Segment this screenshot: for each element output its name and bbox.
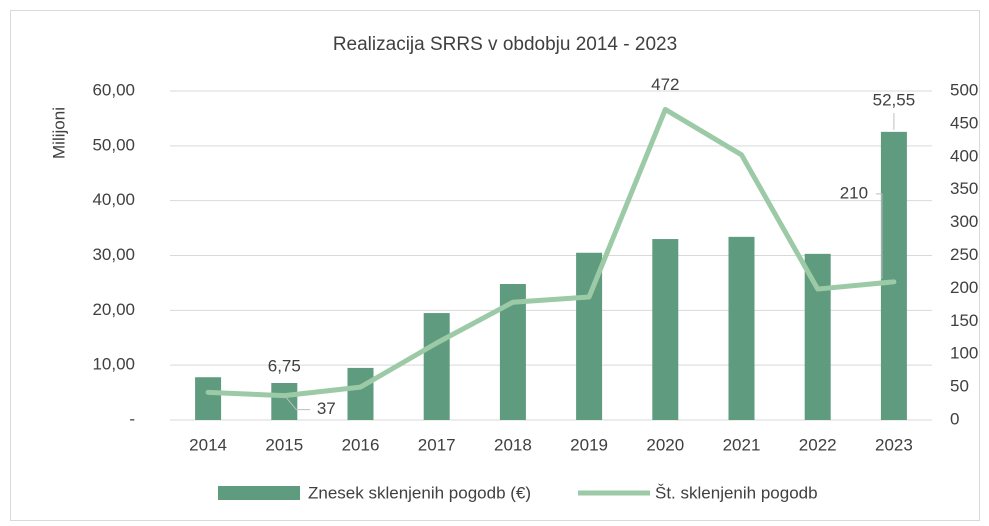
y2-tick-label: 300	[950, 212, 978, 231]
y2-tick-label: 400	[950, 146, 978, 165]
y-tick-label: 60,00	[92, 80, 135, 99]
x-tick-label: 2016	[342, 435, 380, 454]
x-tick-label: 2017	[418, 435, 456, 454]
x-tick-label: 2014	[189, 435, 227, 454]
legend-swatch	[218, 486, 300, 500]
y-tick-label: 30,00	[92, 245, 135, 264]
x-tick-label: 2020	[646, 435, 684, 454]
y2-tick-label: 450	[950, 113, 978, 132]
chart-title: Realizacija SRRS v obdobju 2014 - 2023	[333, 34, 677, 55]
bar	[728, 236, 755, 420]
x-tick-label: 2019	[570, 435, 608, 454]
x-tick-label: 2018	[494, 435, 532, 454]
bar	[880, 131, 907, 420]
y2-tick-label: 0	[950, 409, 959, 428]
legend-label: Znesek sklenjenih pogodb (€)	[308, 483, 531, 502]
x-tick-label: 2022	[799, 435, 837, 454]
y2-tick-label: 250	[950, 245, 978, 264]
bar	[423, 313, 450, 420]
line-value-label: 472	[651, 75, 679, 94]
x-tick-label: 2023	[875, 435, 913, 454]
y2-tick-label: 200	[950, 278, 978, 297]
y2-tick-label: 50	[950, 377, 969, 396]
leader-line	[875, 193, 883, 279]
bar	[804, 253, 831, 420]
bar-value-label: 52,55	[873, 90, 916, 109]
line-series	[205, 106, 897, 399]
x-tick-label: 2021	[723, 435, 761, 454]
bar	[347, 367, 374, 420]
y2-tick-label: 150	[950, 311, 978, 330]
y2-tick-label: 100	[950, 344, 978, 363]
y-tick-label: 40,00	[92, 190, 135, 209]
y2-tick-label: 350	[950, 179, 978, 198]
x-tick-label: 2015	[265, 435, 303, 454]
y-tick-label: -	[129, 409, 135, 428]
y-tick-label: 20,00	[92, 300, 135, 319]
legend-label: Št. sklenjenih pogodb	[655, 483, 818, 502]
bar-value-label: 6,75	[268, 356, 301, 375]
line-value-label: 210	[840, 183, 868, 202]
y2-tick-label: 500	[950, 80, 978, 99]
y-tick-label: 50,00	[92, 135, 135, 154]
line-value-label: 37	[317, 399, 336, 418]
y-tick-label: 10,00	[92, 355, 135, 374]
bar	[271, 382, 298, 420]
y-axis-label: Milijoni	[49, 107, 68, 159]
bar	[652, 239, 679, 420]
bar	[195, 377, 222, 420]
leader-line	[285, 397, 311, 411]
